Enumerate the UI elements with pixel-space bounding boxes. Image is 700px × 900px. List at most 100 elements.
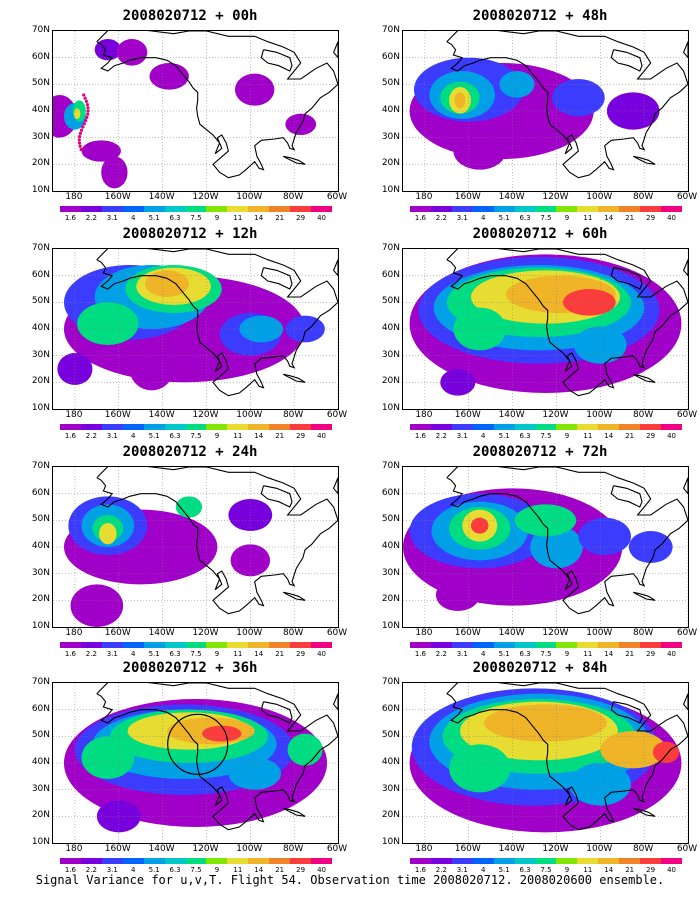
map-panel: 2008020712 + 12h 70N 60N 50N 40N 30N 20N 10N 180… (20, 226, 360, 442)
colorbar-label: 1.6 (64, 866, 77, 874)
colorbar-label: 21 (275, 432, 285, 440)
observation-marker (86, 112, 90, 116)
latitude-label: 20N (31, 810, 50, 821)
colorbar-label: 21 (625, 650, 635, 658)
colorbar-swatch (227, 642, 249, 648)
colorbar-label: 5.1 (148, 214, 160, 222)
colorbar-label: 3.1 (106, 432, 118, 440)
observation-marker (78, 144, 82, 148)
variance-contour (552, 79, 605, 117)
variance-contour (234, 73, 275, 106)
colorbar-swatch (451, 424, 473, 430)
latitude-label: 70N (31, 243, 50, 253)
coastline (682, 41, 688, 59)
latitude-label: 50N (381, 78, 400, 89)
observation-marker (82, 122, 86, 126)
latitude-label: 10N (381, 403, 400, 413)
colorbar-swatch (472, 642, 494, 648)
colorbar-swatch (556, 206, 578, 212)
observation-marker (78, 131, 82, 135)
observation-marker (79, 147, 83, 151)
colorbar-label: 29 (646, 432, 656, 440)
colorbar-label: 9 (564, 432, 570, 440)
variance-map (52, 682, 339, 844)
variance-contour (73, 108, 81, 119)
colorbar-swatch (227, 206, 249, 212)
latitude-label: 60N (381, 703, 400, 714)
coastline (96, 467, 338, 615)
colorbar-swatch (556, 424, 578, 430)
colorbar-swatch (577, 424, 599, 430)
colorbar-label: 7.5 (540, 866, 552, 874)
colorbar-swatch (122, 206, 144, 212)
longitude-label: 60W (326, 628, 348, 638)
latitude-label: 40N (31, 757, 50, 767)
latitude-label: 40N (381, 541, 400, 551)
colorbar-swatch (410, 424, 431, 430)
coastline (332, 477, 338, 495)
variance-contour (96, 800, 141, 833)
colorbar-label: 9 (564, 214, 570, 222)
colorbar-swatch (80, 206, 102, 212)
figure-caption: Signal Variance for u,v,T. Flight 54. Ob… (35, 873, 665, 887)
colorbar-label: 2.2 (435, 432, 447, 440)
colorbar-label: 6.3 (169, 432, 181, 440)
colorbar-label: 40 (317, 214, 326, 222)
longitude-label: 100W (586, 628, 613, 638)
latitude-label: 20N (31, 376, 50, 387)
colorbar-swatch (248, 858, 270, 864)
longitude-label: 180 (415, 628, 433, 638)
variance-contour (116, 39, 148, 66)
colorbar-label: 3.1 (106, 214, 118, 222)
colorbar-swatch (311, 642, 332, 648)
longitude-label: 100W (236, 844, 263, 854)
latitude-label: 30N (31, 349, 50, 360)
colorbar-label: 4 (130, 214, 136, 222)
colorbar-label: 40 (667, 214, 676, 222)
longitude-label: 180 (65, 192, 83, 202)
colorbar-swatch (472, 858, 494, 864)
colorbar-label: 29 (646, 214, 656, 222)
longitude-label: 60W (676, 410, 698, 420)
colorbar-label: 4 (480, 866, 486, 874)
colorbar-label: 7.5 (190, 650, 202, 658)
colorbar-swatch (248, 206, 270, 212)
colorbar-label: 1.6 (414, 650, 427, 658)
colorbar-swatch (514, 424, 536, 430)
variance-contour (514, 504, 577, 537)
latitude-label: 40N (31, 323, 50, 333)
longitude-label: 160W (454, 628, 481, 638)
variance-contour (228, 757, 281, 790)
latitude-label: 10N (31, 621, 50, 631)
colorbar-swatch (430, 424, 452, 430)
colorbar (60, 206, 332, 212)
colorbar-swatch (185, 858, 207, 864)
colorbar-label: 2.2 (85, 214, 97, 222)
colorbar-swatch (185, 206, 207, 212)
latitude-label: 40N (31, 105, 50, 115)
colorbar-swatch (290, 642, 312, 648)
longitude-label: 140W (148, 628, 175, 638)
longitude-label: 140W (148, 192, 175, 202)
colorbar-label: 2.2 (85, 866, 97, 874)
colorbar-swatch (206, 858, 228, 864)
colorbar-labels: 1.6 2.2 3.1 4 5.1 6.3 7.5 9 11 14 21 29 40 (60, 866, 332, 876)
colorbar-swatch (143, 858, 165, 864)
latitude-label: 50N (31, 730, 50, 741)
latitude-label: 40N (381, 757, 400, 767)
observation-marker (77, 141, 82, 145)
colorbar-label: 3.1 (456, 432, 468, 440)
colorbar-label: 4 (480, 432, 486, 440)
colorbar-label: 40 (317, 866, 326, 874)
colorbar-swatch (185, 642, 207, 648)
colorbar-label: 21 (625, 866, 635, 874)
coastline (332, 259, 338, 277)
colorbar (410, 206, 682, 212)
highlight-circle (167, 713, 229, 775)
colorbar-label: 29 (646, 866, 656, 874)
coastline (610, 701, 643, 724)
latitude-label: 50N (31, 78, 50, 89)
coastline (632, 373, 656, 383)
longitude-label: 160W (104, 410, 131, 420)
colorbar-label: 7.5 (540, 432, 552, 440)
